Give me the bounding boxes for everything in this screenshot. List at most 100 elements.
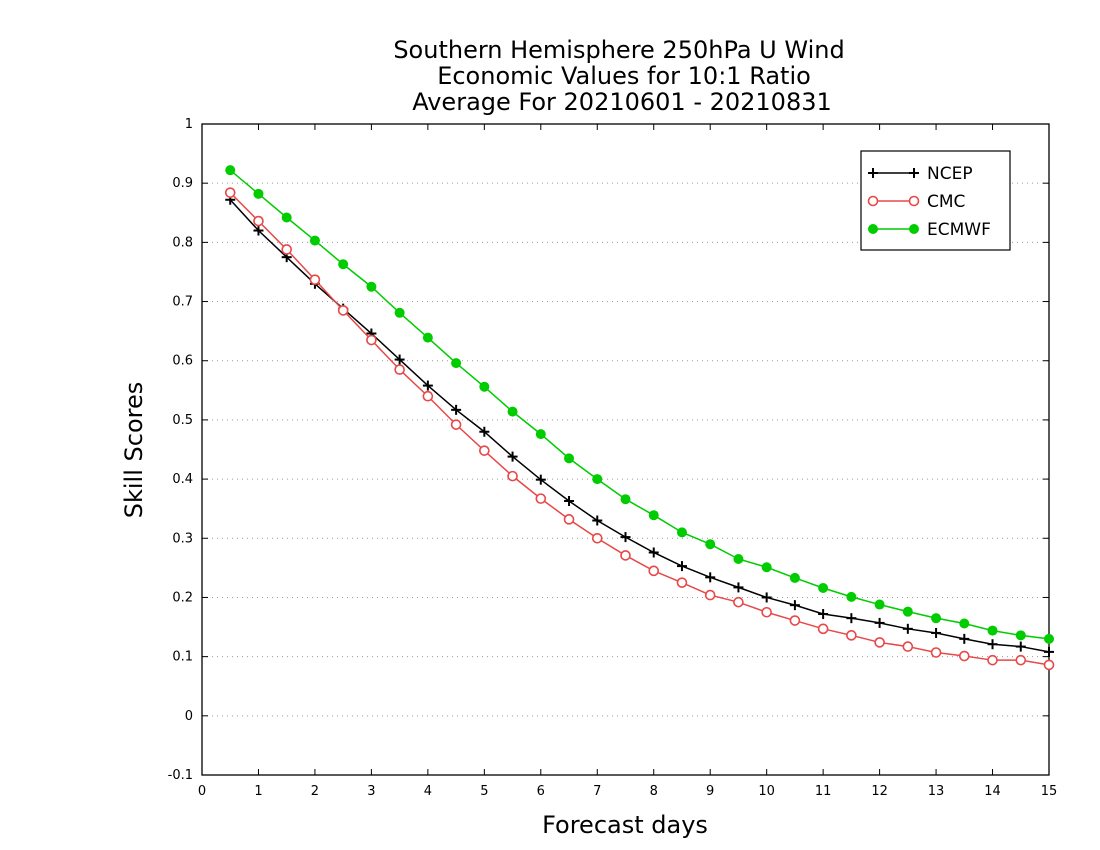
data-point-ncep: [733, 582, 744, 593]
chart-title-line-1: Southern Hemisphere 250hPa U Wind: [393, 36, 844, 64]
data-point-cmc: [309, 274, 321, 285]
legend-item-cmc: CMC: [867, 192, 965, 212]
x-tick-label: 0: [198, 784, 206, 799]
y-tick-label: 0.7: [172, 295, 193, 310]
data-point-ecmwf: [931, 613, 942, 624]
data-point-ncep: [959, 633, 970, 644]
y-axis-label: Skill Scores: [120, 382, 148, 519]
data-point-ncep: [592, 515, 603, 526]
y-tick-label: 0.9: [172, 176, 193, 191]
y-tick-label: 1: [185, 117, 193, 132]
data-point-ecmwf: [366, 281, 377, 292]
data-point-ecmwf: [422, 332, 433, 343]
data-point-cmc: [874, 637, 885, 648]
data-point-ecmwf: [225, 165, 236, 176]
data-point-ncep: [705, 572, 716, 583]
data-point-cmc: [620, 550, 631, 561]
data-point-ecmwf: [676, 527, 687, 538]
data-point-ncep: [987, 639, 998, 650]
chart-title: Southern Hemisphere 250hPa U Wind Econom…: [393, 36, 844, 116]
x-tick-label: 9: [706, 784, 714, 799]
x-tick-label: 7: [593, 784, 601, 799]
data-point-ncep: [761, 592, 772, 603]
y-tick-label: 0.4: [172, 472, 193, 487]
y-tick-label: 0.1: [172, 650, 193, 665]
data-point-ecmwf: [761, 562, 772, 573]
y-tick-label: 0.3: [172, 531, 193, 546]
data-point-cmc: [507, 470, 518, 482]
data-point-ecmwf: [874, 599, 885, 610]
legend: NCEP CMC ECMWF: [860, 150, 1011, 251]
legend-marker-ncep: [868, 168, 878, 178]
y-tick-label: 0.2: [172, 590, 193, 605]
data-point-ncep: [1044, 646, 1054, 657]
data-point-cmc: [224, 187, 236, 198]
data-point-cmc: [676, 577, 688, 588]
data-point-cmc: [648, 565, 660, 577]
legend-marker-cmc: [908, 195, 920, 207]
chart-title-line-2: Economic Values for 10:1 Ratio: [437, 62, 811, 90]
x-tick-label: 4: [424, 784, 432, 799]
legend-marker-ecmwf: [868, 224, 878, 234]
data-point-ncep: [620, 532, 631, 543]
legend-item-ncep: NCEP: [868, 164, 973, 184]
data-point-ecmwf: [789, 572, 800, 583]
data-point-ecmwf: [959, 618, 970, 629]
axis-ticks: -0.1 0 0.1 0.2 0.3 0.4 0.5 0.6 0.7 0.8 0.9 1 0 1 2 3 4 5 6…: [168, 117, 1058, 799]
data-point-ncep: [818, 609, 829, 620]
legend-marker-ncep: [909, 168, 919, 178]
data-point-cmc: [704, 589, 716, 601]
data-point-ncep: [479, 426, 490, 437]
data-point-ecmwf: [394, 307, 405, 318]
grid-lines: [202, 182, 1049, 717]
series-line-cmc: [229, 192, 1050, 666]
data-point-ncep: [648, 547, 659, 558]
data-point-cmc: [591, 532, 603, 544]
data-point-cmc: [902, 641, 914, 652]
data-point-cmc: [1015, 654, 1027, 666]
data-point-cmc: [733, 596, 744, 608]
data-point-ncep: [874, 617, 885, 628]
data-point-cmc: [337, 305, 349, 316]
y-tick-label: 0: [185, 709, 193, 724]
x-axis-label: Forecast days: [542, 811, 708, 839]
data-point-ncep: [253, 225, 264, 236]
data-point-ecmwf: [648, 510, 659, 521]
x-tick-label: 6: [537, 784, 545, 799]
legend-marker-ecmwf: [909, 224, 919, 234]
x-tick-label: 11: [815, 784, 832, 799]
legend-item-ecmwf: ECMWF: [868, 220, 991, 240]
x-tick-label: 2: [311, 784, 319, 799]
data-point-cmc: [817, 623, 829, 635]
y-tick-label: 0.6: [172, 354, 193, 369]
data-point-ecmwf: [507, 406, 518, 417]
data-point-ecmwf: [733, 553, 744, 564]
x-tick-label: 1: [254, 784, 262, 799]
data-point-cmc: [789, 615, 801, 626]
x-tick-label: 5: [480, 784, 488, 799]
data-point-cmc: [987, 654, 998, 666]
data-point-ncep: [507, 451, 518, 462]
data-point-ecmwf: [479, 381, 490, 392]
data-point-ecmwf: [1044, 633, 1054, 644]
data-point-cmc: [958, 650, 970, 662]
y-tick-label: 0.5: [172, 413, 193, 428]
data-point-cmc: [761, 606, 772, 618]
y-tick-label: 0.8: [172, 235, 193, 250]
x-tick-label: 3: [367, 784, 375, 799]
x-tick-label: 13: [928, 784, 945, 799]
data-point-ncep: [789, 600, 800, 611]
data-point-ecmwf: [451, 358, 462, 369]
series-layer: [224, 165, 1055, 671]
data-point-ecmwf: [1015, 630, 1026, 641]
data-point-ncep: [846, 613, 857, 624]
legend-label-ecmwf: ECMWF: [927, 220, 991, 240]
y-tick-label: -0.1: [168, 768, 193, 783]
data-point-cmc: [479, 445, 490, 456]
data-point-ncep: [535, 474, 546, 485]
data-point-cmc: [930, 647, 942, 658]
data-point-ecmwf: [705, 539, 716, 550]
data-point-ecmwf: [902, 606, 913, 617]
data-point-cmc: [253, 215, 264, 227]
data-point-cmc: [450, 419, 462, 430]
